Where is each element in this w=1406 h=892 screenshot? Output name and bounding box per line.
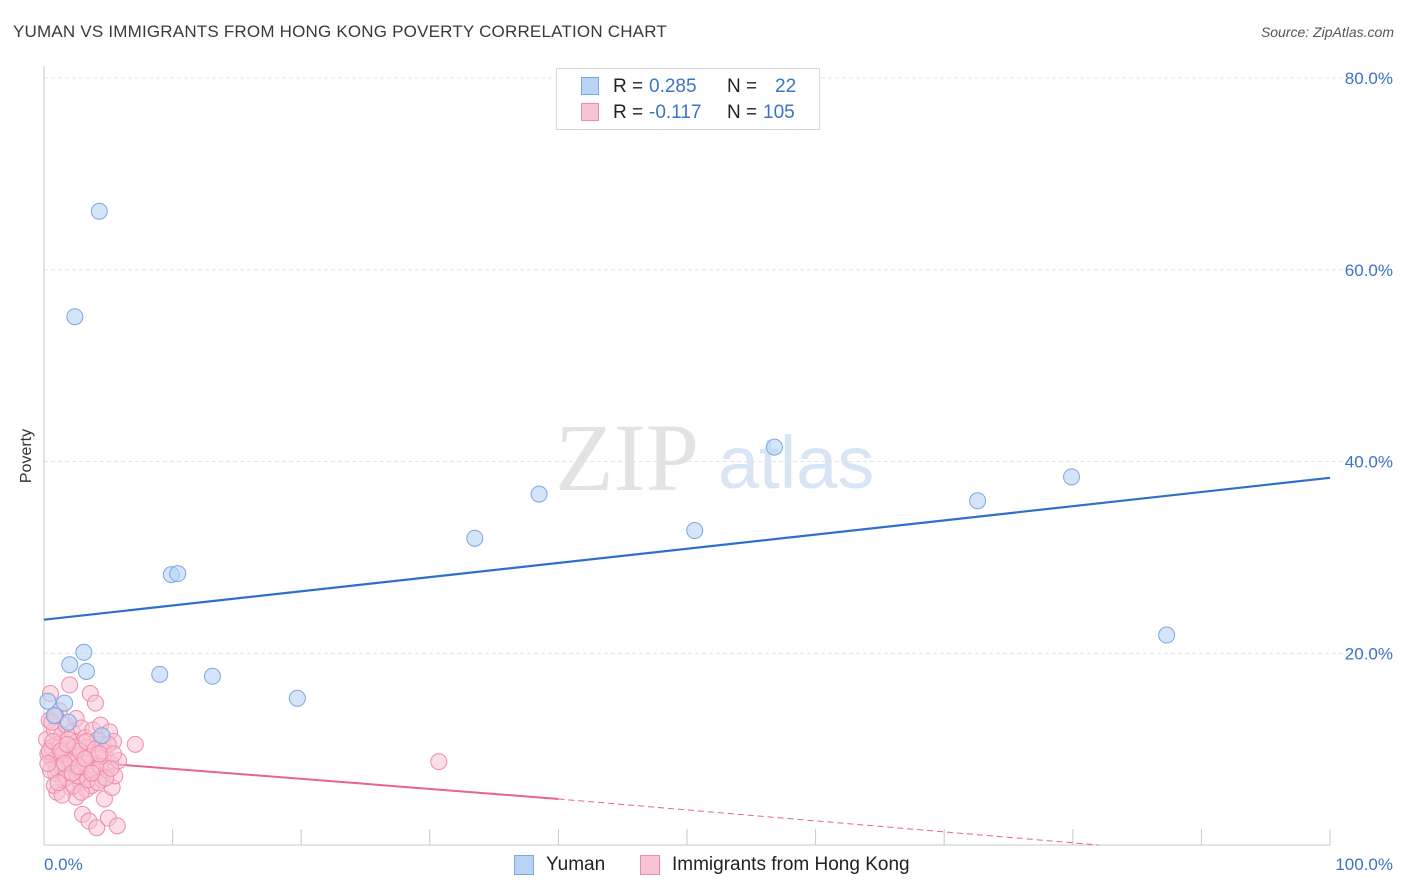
point-hong-kong	[86, 694, 104, 712]
y-tick-label-80: 80.0%	[1345, 69, 1393, 88]
trend-lines	[43, 476, 1331, 846]
n-label: N =	[727, 76, 758, 97]
point-yuman	[1063, 468, 1081, 486]
point-hong-kong	[108, 817, 126, 835]
n-value-hong-kong: 105	[763, 102, 795, 123]
legend-label-hong-kong: Immigrants from Hong Kong	[672, 854, 910, 875]
x-tick-label-max: 100.0%	[1335, 855, 1393, 874]
point-hong-kong	[430, 753, 448, 771]
point-yuman	[1158, 626, 1176, 644]
chart-source: Source: ZipAtlas.com	[1260, 24, 1394, 40]
watermark-atlas: atlas	[718, 421, 874, 504]
y-tick-label-60: 60.0%	[1345, 261, 1393, 280]
x-tick-labels: 0.0% 100.0%	[44, 855, 1393, 874]
point-hong-kong	[90, 745, 108, 763]
legend-label-yuman: Yuman	[546, 854, 606, 875]
point-yuman	[39, 692, 57, 710]
series-yuman-points	[39, 202, 1176, 745]
chart-title: YUMAN VS IMMIGRANTS FROM HONG KONG POVER…	[13, 22, 667, 41]
point-yuman	[288, 689, 306, 707]
point-yuman	[61, 656, 79, 674]
point-hong-kong	[76, 750, 94, 768]
point-yuman	[151, 665, 169, 683]
point-hong-kong	[61, 676, 79, 694]
point-hong-kong	[39, 755, 57, 773]
point-yuman	[77, 662, 95, 680]
point-yuman	[466, 529, 484, 547]
trend-line-hong-kong-extension	[558, 798, 1099, 846]
n-label: N =	[727, 102, 758, 123]
watermark: ZIP atlas	[555, 404, 874, 511]
point-yuman	[59, 713, 77, 731]
point-hong-kong	[83, 764, 101, 782]
point-yuman	[45, 707, 63, 725]
y-tick-label-20: 20.0%	[1345, 644, 1393, 663]
hong-kong-swatch	[581, 103, 599, 121]
n-value-yuman: 22	[775, 76, 797, 97]
point-hong-kong	[88, 819, 106, 837]
y-tick-label-40: 40.0%	[1345, 453, 1393, 472]
legend-swatch-yuman	[514, 855, 534, 875]
x-tick-label-min: 0.0%	[44, 855, 83, 874]
point-yuman	[56, 694, 74, 712]
y-tick-labels: 20.0% 40.0% 60.0% 80.0%	[1345, 69, 1393, 663]
point-yuman	[169, 565, 187, 583]
r-label: R =	[613, 102, 644, 123]
stats-legend: R = 0.285 N = 22 R = -0.117 N = 105	[556, 68, 820, 130]
point-yuman	[969, 492, 987, 510]
trend-line-hong-kong	[43, 757, 559, 800]
point-yuman	[203, 667, 221, 685]
point-yuman	[90, 202, 108, 220]
watermark-zip: ZIP	[555, 404, 699, 511]
r-value-yuman: 0.285	[649, 76, 697, 97]
point-hong-kong	[126, 735, 144, 753]
point-hong-kong	[104, 745, 122, 763]
gridlines	[44, 77, 1393, 654]
yuman-swatch	[581, 77, 599, 95]
point-hong-kong	[49, 774, 67, 792]
r-value-hong-kong: -0.117	[649, 102, 702, 123]
legend-swatch-hong-kong	[640, 855, 660, 875]
series-hong-kong-points	[38, 676, 448, 837]
point-hong-kong	[102, 759, 120, 777]
point-yuman	[75, 643, 93, 661]
point-yuman	[530, 485, 548, 503]
r-label: R =	[613, 76, 644, 97]
point-hong-kong	[58, 735, 76, 753]
point-yuman	[765, 438, 783, 456]
point-yuman	[66, 308, 84, 326]
point-yuman	[93, 727, 111, 745]
trend-line-yuman	[43, 476, 1331, 621]
point-yuman	[686, 522, 704, 540]
